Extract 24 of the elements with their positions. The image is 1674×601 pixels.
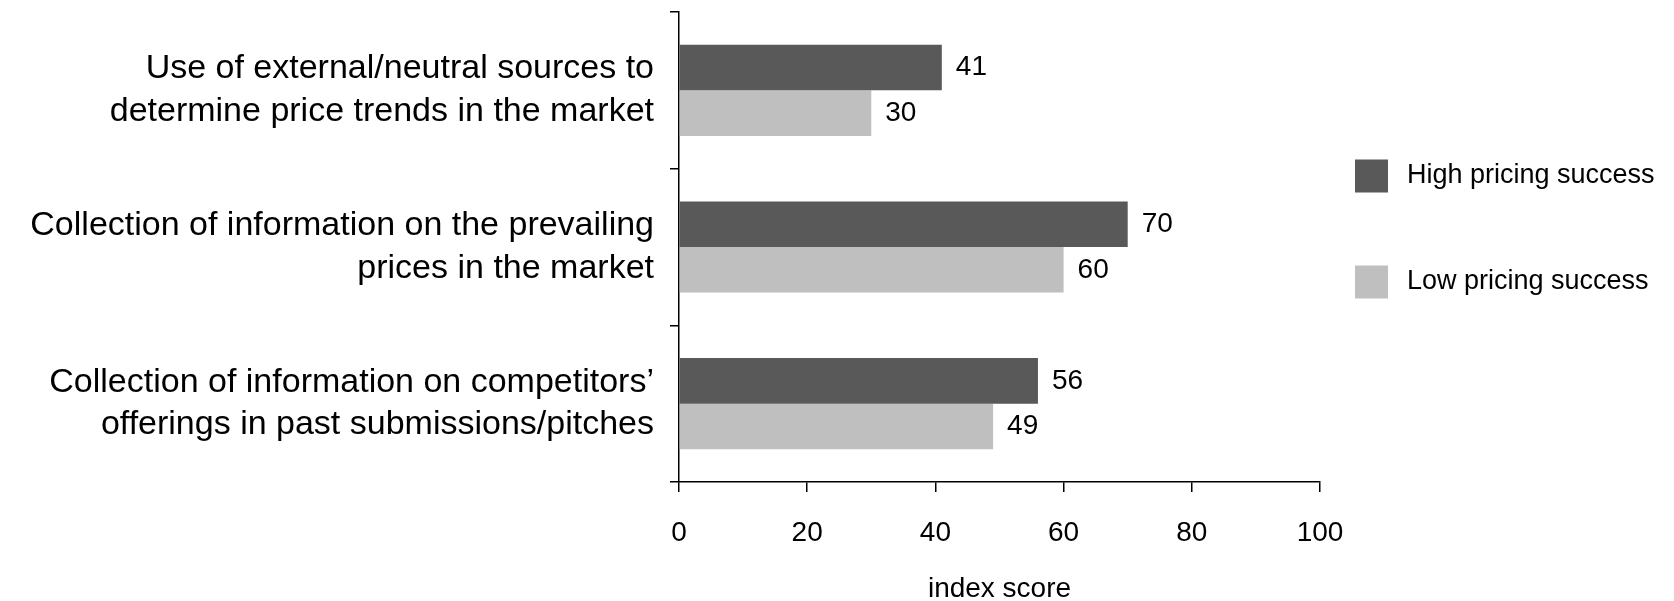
y-tick-label: Collection of information on competitors’ offerings in past submissions/pitches	[49, 360, 654, 442]
data-label: 30	[885, 95, 917, 127]
x-tick-label: 80	[1176, 515, 1208, 547]
x-tick-label: 100	[1296, 515, 1344, 547]
x-tick-label: 40	[919, 515, 951, 547]
x-tick-label: 0	[671, 515, 687, 547]
data-label: 56	[1051, 363, 1084, 395]
bar	[679, 403, 994, 450]
legend-label: Low pricing success	[1407, 265, 1649, 296]
x-tick-label: 20	[791, 515, 823, 547]
bar	[679, 201, 1128, 247]
y-tick-label: Use of external/neutral sources to determine price trends in the market	[109, 47, 655, 128]
x-tick-label: 60	[1048, 515, 1080, 547]
bar	[679, 90, 872, 136]
y-tick-label: Collection of information on the prevailing prices in the market	[30, 204, 655, 285]
bar	[679, 358, 1038, 404]
data-label: 60	[1077, 252, 1109, 284]
data-label: 41	[955, 50, 987, 82]
bar	[679, 44, 942, 91]
data-label: 49	[1007, 409, 1039, 441]
x-axis-title: index score	[927, 571, 1072, 601]
bar	[679, 247, 1064, 293]
legend-label: High pricing success	[1407, 159, 1655, 190]
data-label: 70	[1141, 206, 1173, 238]
